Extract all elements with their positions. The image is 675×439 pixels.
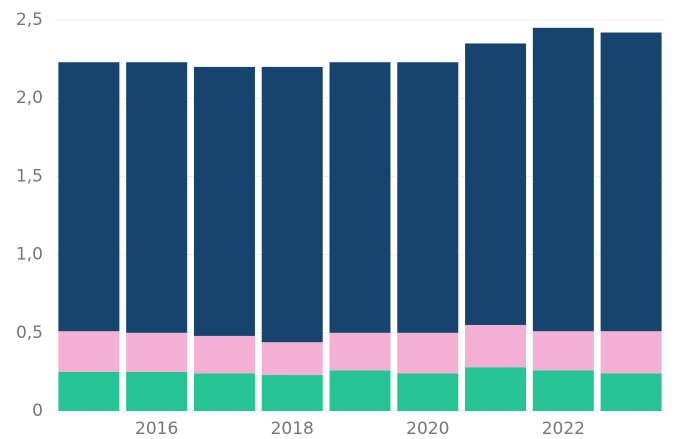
bar-segment (58, 62, 120, 332)
bar-segment (532, 370, 594, 411)
bar-segment (193, 66, 255, 336)
bar-segment (261, 342, 323, 376)
bar-segment (397, 332, 459, 374)
bar-segment (397, 62, 459, 333)
bar-segment (193, 335, 255, 374)
y-tick-label: 2,5 (16, 10, 43, 30)
y-tick-label: 0,5 (16, 323, 43, 343)
bar-segment (600, 373, 662, 411)
bar-segment (261, 66, 323, 343)
y-tick-label: 0 (32, 401, 43, 421)
x-tick-label: 2022 (542, 419, 585, 439)
bar-segment (600, 331, 662, 374)
bar-segment (126, 62, 188, 333)
x-tick-label: 2020 (406, 419, 449, 439)
x-tick-label: 2016 (135, 419, 178, 439)
bar-segment (261, 375, 323, 411)
bar-segment (465, 43, 527, 325)
bar-segment (465, 324, 527, 368)
y-tick-label: 2,0 (16, 88, 43, 108)
y-tick-label: 1,0 (16, 245, 43, 265)
bar-segment (465, 367, 527, 411)
bar-segment (600, 32, 662, 332)
bar-segment (329, 370, 391, 411)
bar-segment (329, 332, 391, 371)
bar-segment (58, 331, 120, 372)
bar-segment (532, 27, 594, 332)
y-tick-label: 1,5 (16, 166, 43, 186)
x-tick-label: 2018 (271, 419, 314, 439)
bar-segment (329, 62, 391, 333)
bar-segment (126, 371, 188, 411)
bar-segment (58, 371, 120, 411)
bar-segment (126, 332, 188, 372)
bar-segment (193, 373, 255, 411)
bar-segment (532, 331, 594, 371)
bar-segment (397, 373, 459, 411)
